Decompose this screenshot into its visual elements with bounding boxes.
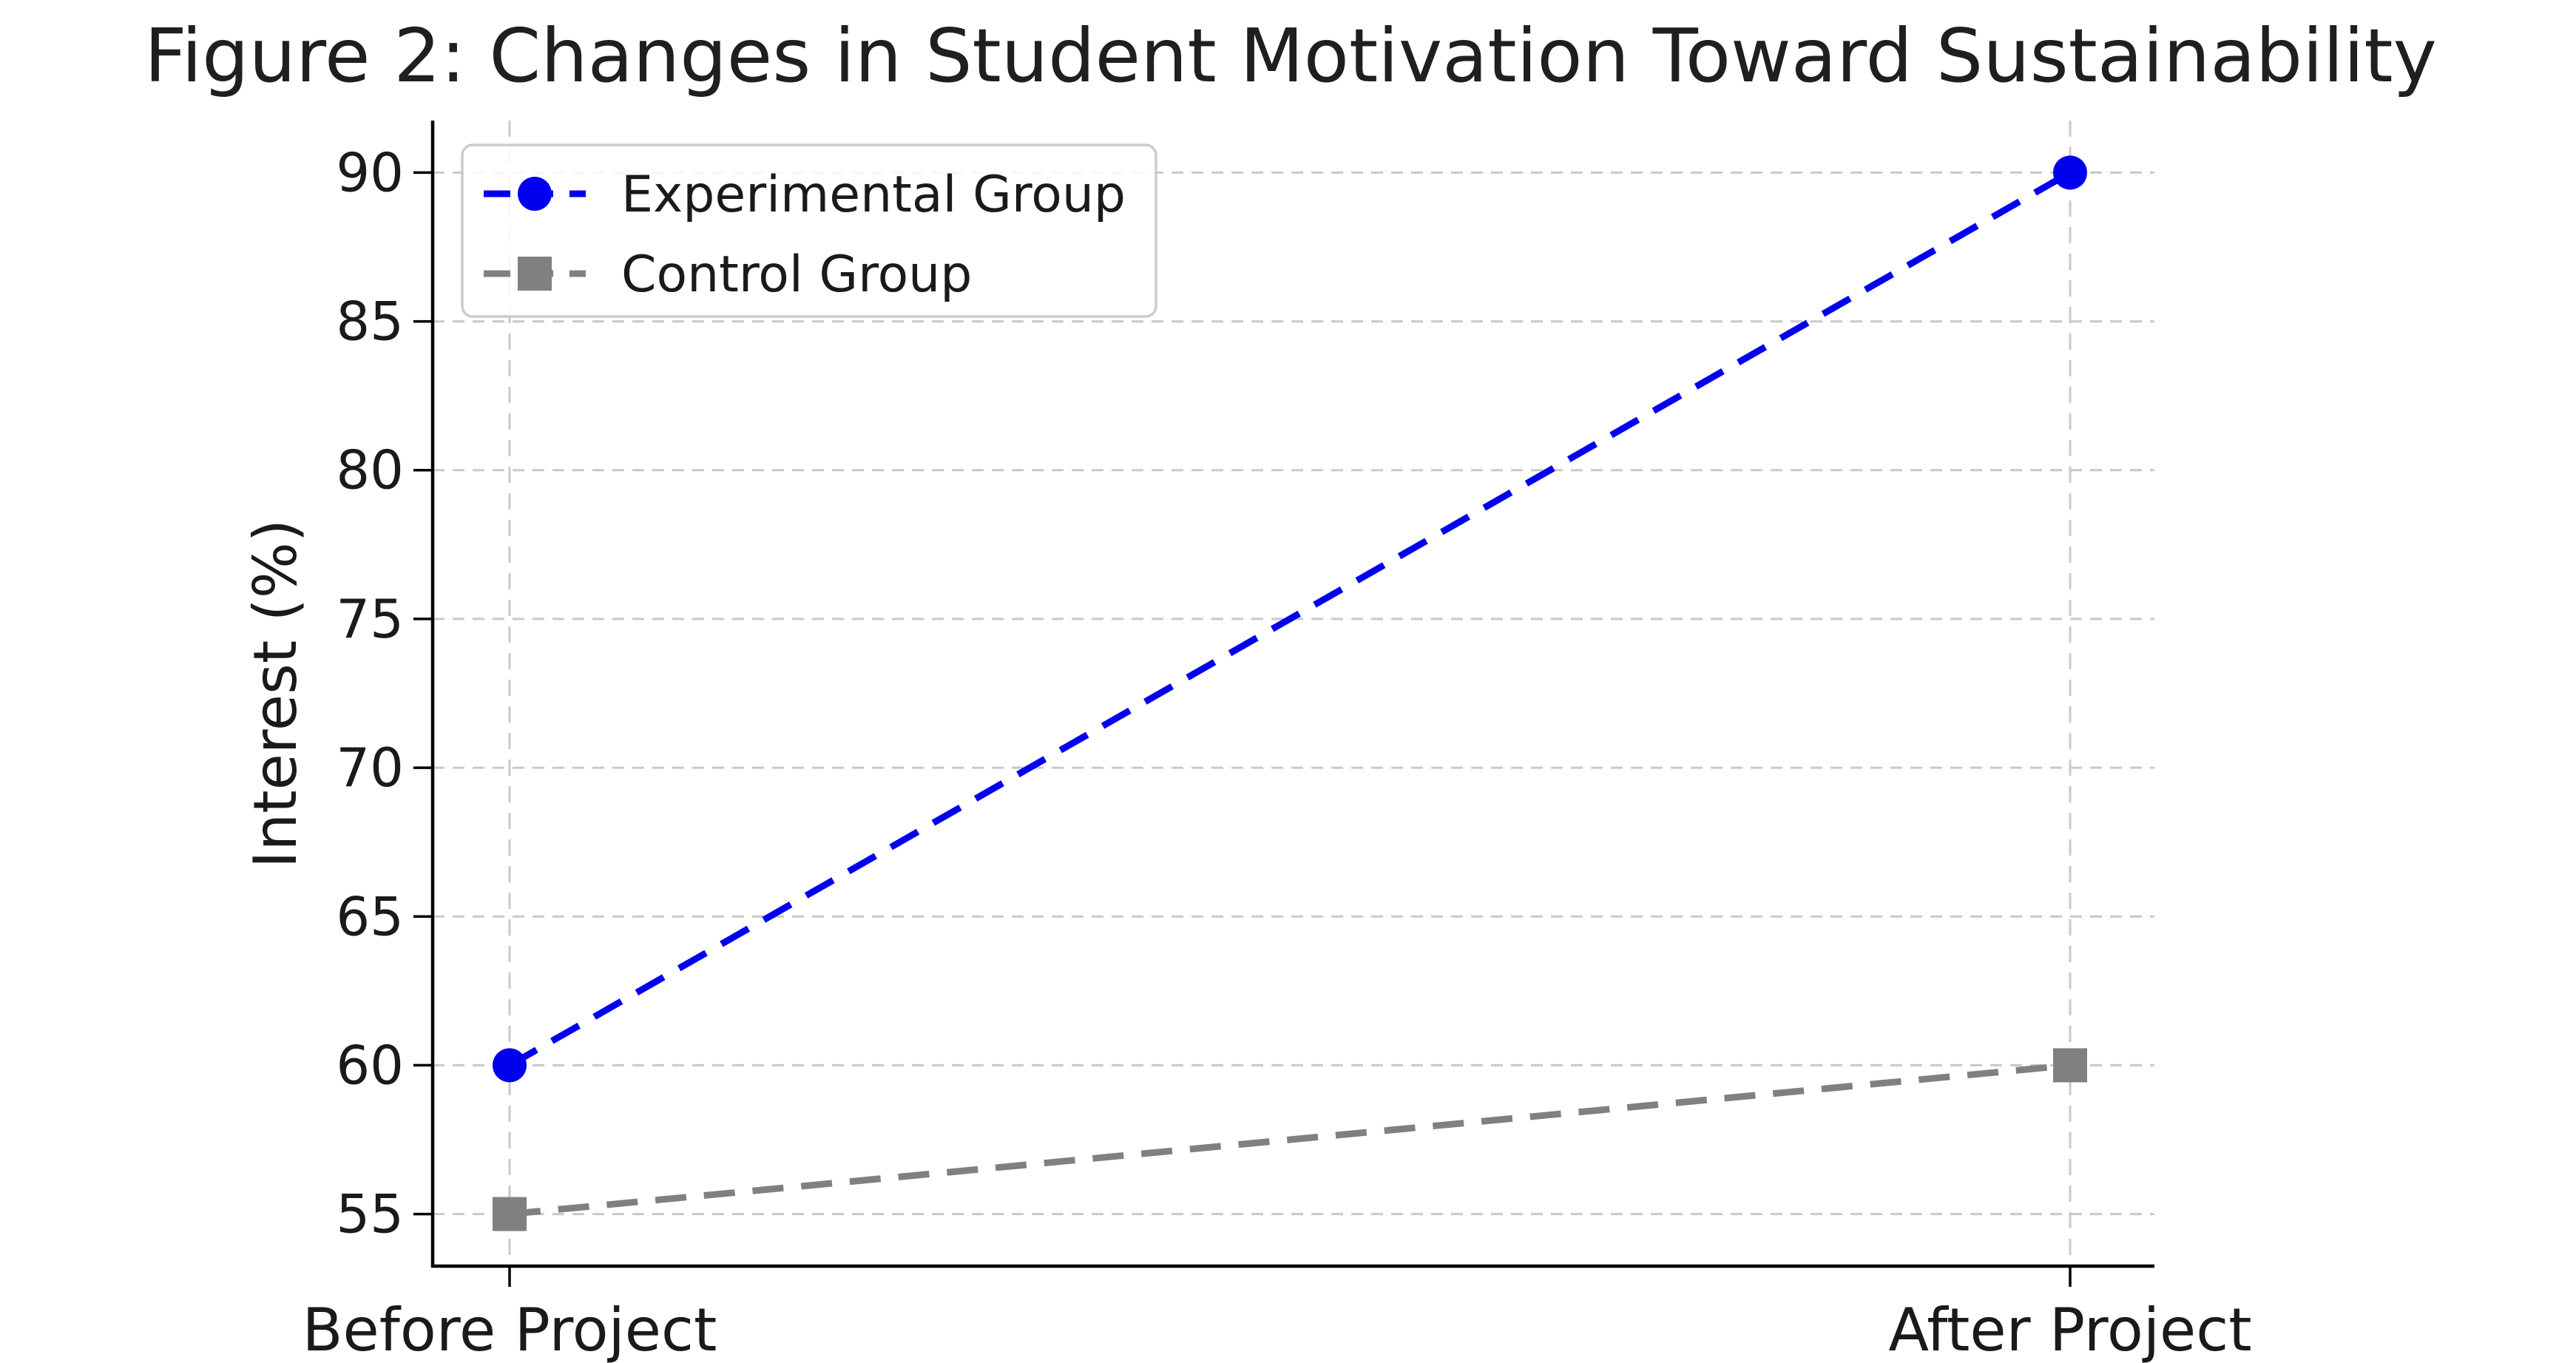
y-tick-label: 90 [336, 141, 404, 203]
chart-title: Figure 2: Changes in Student Motivation … [144, 13, 2437, 99]
legend-box [461, 143, 1157, 318]
y-tick-label: 70 [336, 737, 404, 799]
legend: Experimental Group Control Group [461, 143, 1157, 318]
y-tick-label: 85 [336, 291, 404, 353]
marker-square-control-group [2053, 1048, 2087, 1083]
x-tick-label: Before Project [302, 1296, 717, 1363]
series-line-control-group [509, 1061, 2071, 1218]
legend-label-experimental-group: Experimental Group [621, 166, 1126, 224]
y-tick-label: 60 [336, 1034, 404, 1096]
marker-circle-experimental-group [2053, 155, 2087, 190]
x-tick-label: After Project [1888, 1296, 2251, 1363]
legend-marker-square-control-group [518, 257, 552, 291]
y-tick-label: 80 [336, 439, 404, 501]
series-line-experimental-group [507, 169, 2072, 1069]
data-series [493, 155, 2087, 1231]
y-tick-label: 75 [336, 588, 404, 650]
legend-label-control-group: Control Group [621, 246, 972, 304]
marker-square-control-group [493, 1197, 527, 1231]
y-tick-label: 65 [336, 885, 404, 947]
legend-marker-circle-experimental-group [518, 177, 552, 211]
y-tick-label: 55 [336, 1183, 404, 1245]
y-axis-label: Interest (%) [241, 519, 310, 868]
marker-circle-experimental-group [493, 1048, 527, 1083]
axes: 55 60 65 70 75 80 85 90 Before Project After Proj… [302, 121, 2252, 1363]
